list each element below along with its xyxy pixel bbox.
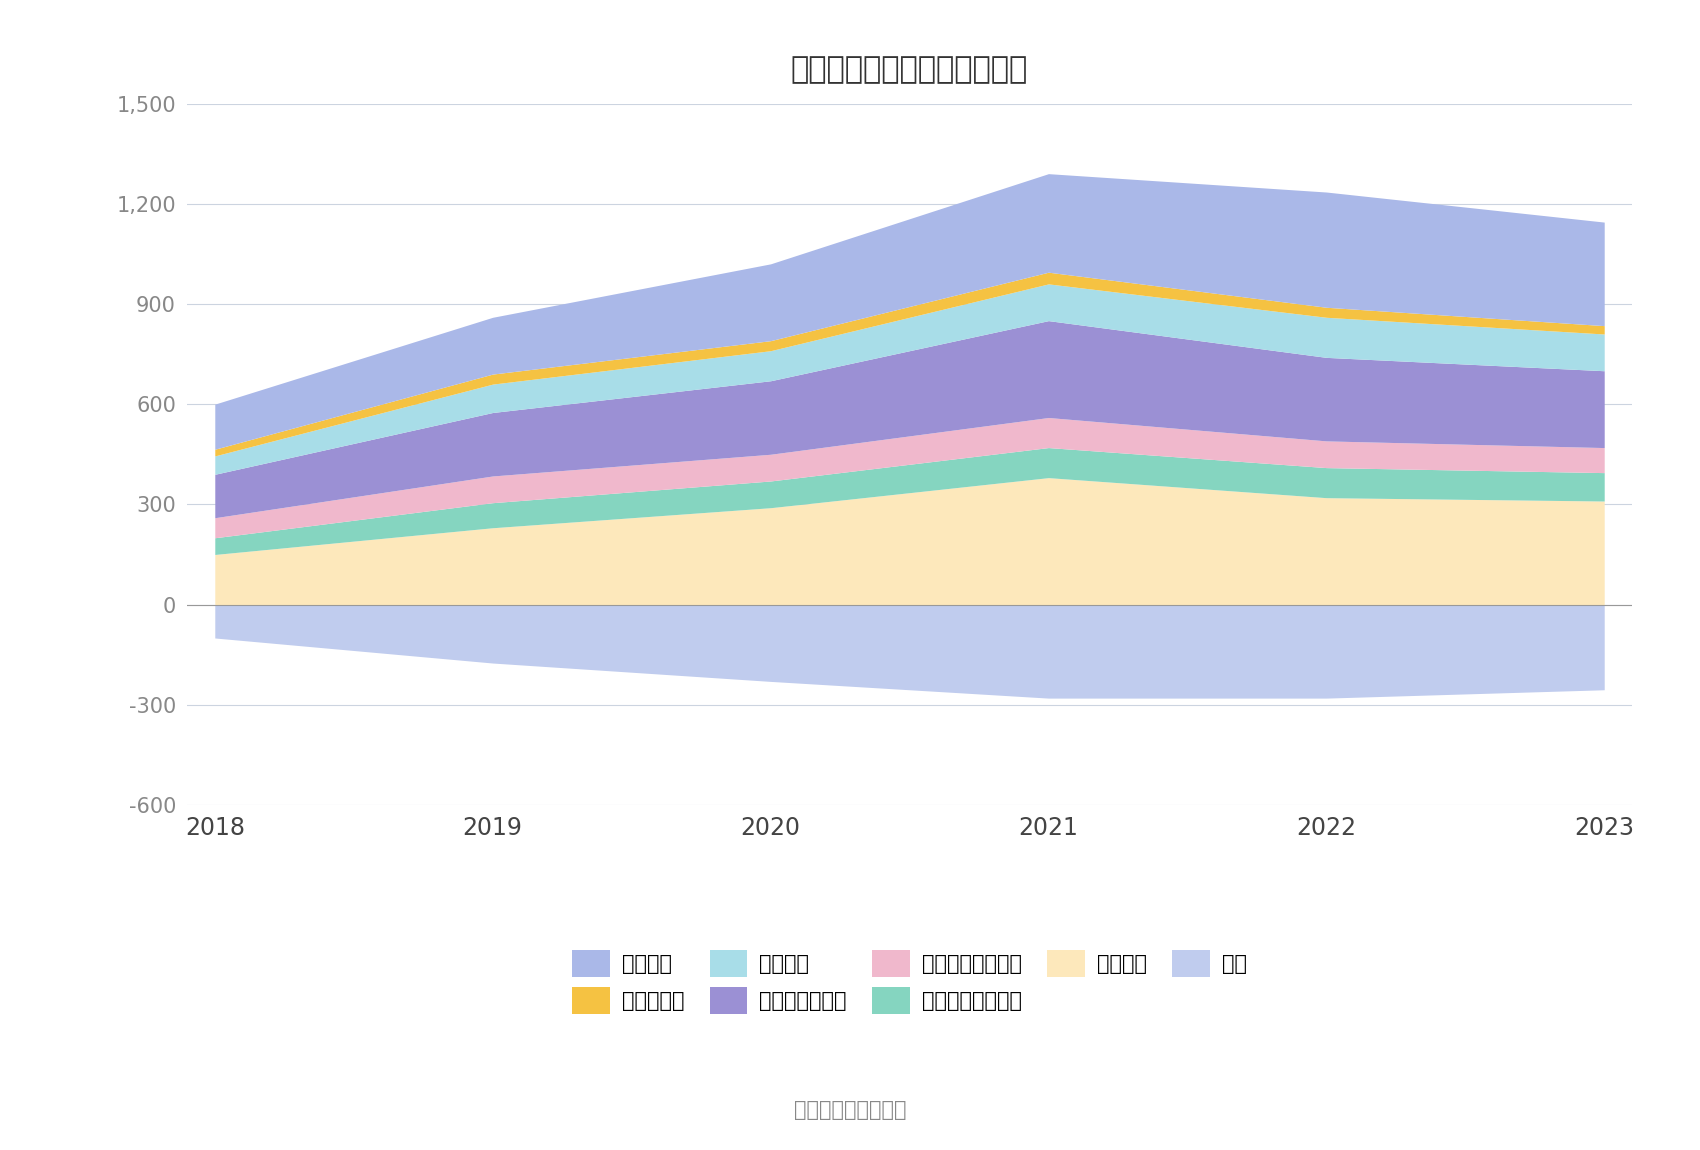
Legend: 货币资金, 结算备付金, 融出资金, 交易性金融资产, 买入返售金融资产, 其他债权投资合计, 金融投资, 其它: 货币资金, 结算备付金, 融出资金, 交易性金融资产, 买入返售金融资产, 其他… xyxy=(564,942,1255,1022)
Text: 数据来源：恒生聚源: 数据来源：恒生聚源 xyxy=(794,1099,906,1119)
Title: 历年主要资产堆积图（亿元）: 历年主要资产堆积图（亿元） xyxy=(790,55,1028,84)
